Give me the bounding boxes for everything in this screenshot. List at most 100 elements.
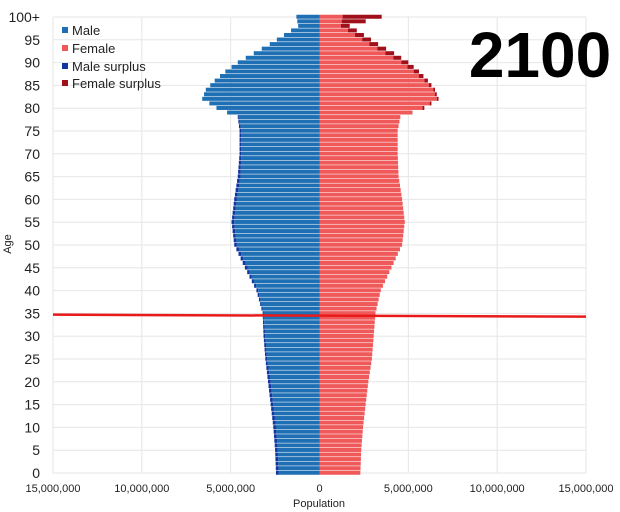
bar-female-age-5: [319, 447, 362, 452]
bar-male-surplus-age-38: [258, 297, 261, 302]
bar-male-surplus-age-14: [271, 406, 274, 411]
bar-female-age-74: [319, 133, 398, 138]
bar-female-age-59: [319, 201, 403, 206]
bar-female-surplus-age-97: [347, 28, 357, 33]
bar-male-surplus-age-43: [249, 274, 252, 279]
bar-male-age-36: [262, 306, 320, 311]
bar-male-surplus-age-47: [240, 256, 244, 261]
bar-male-age-52: [235, 233, 320, 238]
bar-male-age-84: [205, 87, 320, 92]
bar-male-age-96: [283, 32, 320, 37]
legend-label-female: Female: [72, 41, 115, 56]
bar-male-age-87: [220, 74, 320, 79]
bar-male-age-57: [235, 210, 320, 215]
bar-female-surplus-age-84: [433, 87, 435, 92]
bar-male-surplus-age-23: [266, 365, 269, 370]
bar-male-surplus-age-42: [251, 279, 254, 284]
bar-female-age-35: [319, 311, 376, 316]
y-tick-label-18: 90: [24, 55, 40, 71]
bar-male-surplus-age-57: [232, 210, 236, 215]
bar-male-age-82: [202, 96, 320, 101]
bar-female-age-36: [319, 306, 377, 311]
x-tick-label-2: 5,000,000: [206, 483, 255, 495]
bar-male-age-49: [239, 247, 320, 252]
bar-male-surplus-age-61: [234, 192, 238, 197]
x-tick-label-5: 10,000,000: [470, 483, 525, 495]
bar-male-age-58: [235, 206, 320, 211]
bar-male-surplus-age-22: [266, 370, 270, 375]
bar-male-age-81: [209, 101, 320, 106]
bar-female-surplus-age-91: [393, 55, 402, 60]
bar-male-surplus-age-44: [247, 270, 250, 275]
bar-male-surplus-age-70: [239, 151, 242, 156]
y-tick-label-1: 5: [32, 442, 40, 458]
y-tick-label-0: 0: [32, 465, 40, 481]
bar-male-surplus-age-39: [257, 292, 260, 297]
bar-male-age-63: [239, 183, 320, 188]
bar-male-age-3: [278, 457, 320, 462]
x-tick-label-6: 15,000,000: [558, 483, 613, 495]
bar-female-age-80: [319, 105, 423, 110]
bar-male-age-65: [240, 174, 320, 179]
bar-male-surplus-age-50: [234, 242, 237, 247]
bar-male-age-20: [270, 379, 320, 384]
bar-male-age-55: [234, 219, 320, 224]
bar-male-age-4: [277, 452, 320, 457]
bar-male-age-24: [267, 361, 320, 366]
bar-female-surplus-age-93: [377, 46, 387, 51]
legend-swatch-male-surplus: [62, 63, 68, 69]
y-tick-label-16: 80: [24, 100, 40, 116]
bar-male-surplus-age-49: [236, 247, 240, 252]
bar-female-age-23: [319, 365, 371, 370]
y-axis-title: Age: [2, 234, 14, 254]
bar-female-age-92: [319, 51, 386, 56]
y-tick-label-10: 50: [24, 237, 40, 253]
y-tick-label-13: 65: [24, 169, 40, 185]
bar-female-age-2: [319, 461, 361, 466]
x-tick-label-4: 5,000,000: [384, 483, 433, 495]
bar-female-age-32: [319, 324, 375, 329]
bar-female-age-54: [319, 224, 405, 229]
bar-male-surplus-age-7: [274, 438, 278, 443]
bar-male-age-17: [272, 393, 320, 398]
bar-male-surplus-age-21: [267, 374, 270, 379]
bar-female-age-43: [319, 274, 388, 279]
bar-female-surplus-age-94: [369, 42, 379, 47]
x-tick-label-3: 0: [316, 483, 322, 495]
bar-female-surplus-age-89: [407, 64, 414, 69]
bar-female-age-11: [319, 420, 364, 425]
bar-female-age-47: [319, 256, 396, 261]
bar-male-age-29: [265, 338, 320, 343]
bar-male-surplus-age-78: [237, 115, 239, 120]
bar-male-age-37: [261, 302, 320, 307]
bar-male-surplus-age-52: [233, 233, 236, 238]
bar-female-surplus-age-80: [422, 105, 425, 110]
bar-male-age-80: [216, 105, 320, 110]
bar-male-surplus-age-36: [261, 306, 263, 311]
bar-female-surplus-age-95: [362, 37, 372, 42]
bar-female-age-64: [319, 178, 400, 183]
bar-male-age-89: [231, 64, 320, 69]
bar-male-age-74: [241, 133, 320, 138]
bar-female-age-24: [319, 361, 372, 366]
bar-male-age-100: [296, 14, 320, 19]
bar-male-surplus-age-18: [269, 388, 272, 393]
bar-male-age-5: [277, 447, 320, 452]
bar-male-age-92: [253, 51, 320, 56]
bar-female-surplus-age-82: [436, 96, 439, 101]
bar-male-age-50: [236, 242, 320, 247]
bar-male-age-78: [238, 115, 320, 120]
chart-legend: Male Female Male surplus Female surplus: [62, 23, 161, 91]
bar-male-surplus-age-12: [272, 416, 275, 421]
bar-female-age-9: [319, 429, 363, 434]
bar-female-age-27: [319, 347, 373, 352]
x-axis-title: Population: [293, 498, 345, 510]
bar-female-surplus-age-88: [413, 69, 419, 74]
bar-female-age-70: [319, 151, 398, 156]
bar-female-age-100: [319, 14, 343, 19]
y-tick-label-20: 100+: [8, 9, 40, 25]
bar-female-age-84: [319, 87, 434, 92]
bar-male-age-67: [240, 165, 320, 170]
bar-female-age-29: [319, 338, 374, 343]
bar-male-surplus-age-10: [273, 425, 276, 430]
